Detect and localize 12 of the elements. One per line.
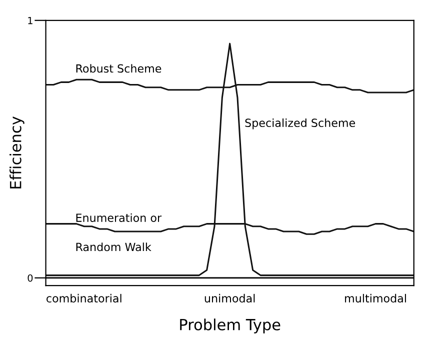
y-tick-label: 1 bbox=[28, 17, 32, 24]
x-tick-label: unimodal bbox=[204, 294, 255, 303]
annotation: Enumeration or bbox=[76, 213, 162, 222]
x-axis-title: Problem Type bbox=[180, 318, 280, 334]
annotation: Random Walk bbox=[76, 242, 152, 252]
x-tick-label: combinatorial bbox=[46, 294, 122, 303]
annotation: Specialized Scheme bbox=[245, 118, 356, 130]
y-tick-label: 0 bbox=[28, 274, 33, 282]
line-series bbox=[46, 42, 414, 276]
y-axis-title: Efficiency bbox=[10, 116, 24, 188]
annotation: Robust Scheme bbox=[76, 64, 162, 73]
x-tick-label: multimodal bbox=[345, 294, 406, 303]
